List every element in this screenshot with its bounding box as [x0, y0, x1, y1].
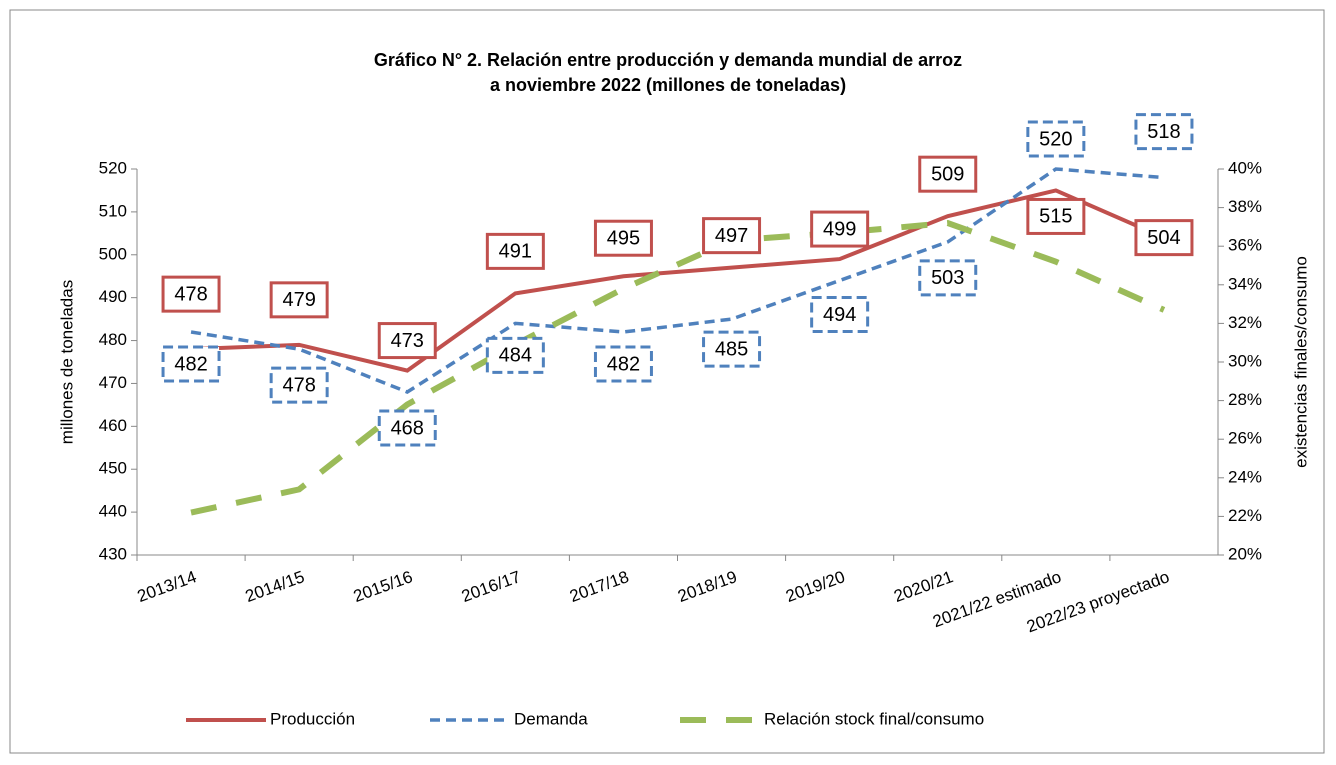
y2-tick-label: 38%: [1228, 197, 1262, 216]
data-label: 482: [174, 353, 207, 375]
y2-tick-label: 40%: [1228, 158, 1262, 177]
data-label-box: [1026, 197, 1086, 235]
data-label-box: [810, 210, 870, 248]
y-tick-label: 490: [99, 287, 127, 306]
data-label-box: [593, 345, 653, 383]
data-label: 484: [499, 345, 532, 367]
series-line: [190, 188, 1165, 373]
data-label: 495: [607, 228, 640, 250]
data-label: 509: [931, 163, 964, 185]
y2-tick-label: 32%: [1228, 313, 1262, 332]
y2-tick-label: 34%: [1228, 274, 1262, 293]
data-label: 497: [715, 225, 748, 247]
y-axis-title: millones de toneladas: [57, 280, 76, 444]
data-label: 485: [715, 338, 748, 360]
y2-tick-label: 24%: [1228, 467, 1262, 486]
data-label-box: [918, 155, 978, 193]
series-line: [190, 167, 1165, 394]
data-label-box: [1134, 113, 1194, 151]
data-label-box: [377, 409, 437, 447]
data-label: 494: [823, 304, 856, 326]
data-label: 479: [282, 289, 315, 311]
data-label: 468: [391, 417, 424, 439]
legend-label: Producción: [270, 709, 355, 728]
y2-tick-label: 28%: [1228, 390, 1262, 409]
data-label: 499: [823, 218, 856, 240]
data-label-box: [918, 259, 978, 297]
data-label: 504: [1147, 227, 1180, 249]
y-tick-label: 430: [99, 544, 127, 563]
data-label: 473: [391, 330, 424, 352]
data-label-box: [161, 275, 221, 313]
y2-tick-label: 36%: [1228, 236, 1262, 255]
y-tick-label: 450: [99, 459, 127, 478]
chart-subtitle: a noviembre 2022 (millones de toneladas): [490, 75, 846, 95]
data-label-box: [161, 345, 221, 383]
data-label-box: [1134, 219, 1194, 257]
data-label: 515: [1039, 206, 1072, 228]
y2-tick-label: 22%: [1228, 506, 1262, 525]
y-tick-label: 510: [99, 201, 127, 220]
data-label: 478: [282, 374, 315, 396]
data-label: 478: [174, 283, 207, 305]
y2-tick-label: 30%: [1228, 351, 1262, 370]
data-label-box: [269, 281, 329, 319]
data-label-box: [702, 330, 762, 368]
y2-tick-label: 26%: [1228, 429, 1262, 448]
y2-tick-label: 20%: [1228, 544, 1262, 563]
legend-label: Relación stock final/consumo: [764, 709, 984, 728]
chart-border: [9, 9, 1325, 754]
y-tick-label: 440: [99, 502, 127, 521]
data-label-box: [702, 217, 762, 255]
data-label-box: [593, 219, 653, 257]
data-label-box: [810, 296, 870, 334]
y-tick-label: 460: [99, 416, 127, 435]
series-line: [190, 219, 1166, 516]
data-label: 491: [499, 241, 532, 263]
data-label-box: [485, 336, 545, 374]
data-label: 482: [607, 353, 640, 375]
data-label-box: [485, 232, 545, 270]
y-tick-label: 500: [99, 244, 127, 263]
y2-axis-title: existencias finales/consumo: [1291, 256, 1310, 468]
data-label-box: [1026, 120, 1086, 158]
data-label: 518: [1147, 121, 1180, 143]
y-tick-label: 480: [99, 330, 127, 349]
y-tick-label: 470: [99, 373, 127, 392]
y-tick-label: 520: [99, 158, 127, 177]
legend-label: Demanda: [514, 709, 588, 728]
chart-title: Gráfico N° 2. Relación entre producción …: [374, 50, 962, 70]
data-label-box: [269, 366, 329, 404]
data-label: 503: [931, 267, 964, 289]
data-label-box: [377, 322, 437, 360]
data-label: 520: [1039, 128, 1072, 150]
